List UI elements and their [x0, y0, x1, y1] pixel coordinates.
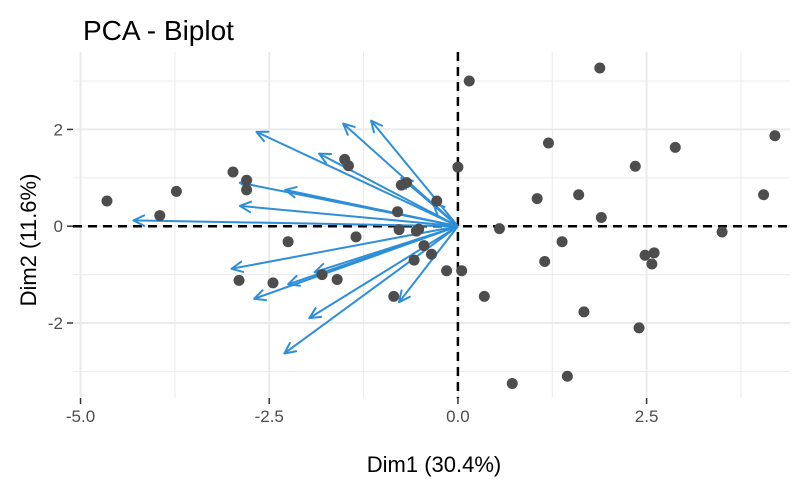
- data-point: [769, 130, 781, 142]
- data-point: [669, 141, 681, 153]
- data-point: [154, 210, 166, 222]
- data-point: [463, 75, 475, 87]
- y-tick-label: 2: [54, 120, 63, 139]
- data-point: [594, 62, 606, 74]
- chart-title: PCA - Biplot: [83, 15, 234, 46]
- data-point: [542, 137, 554, 149]
- data-point: [531, 193, 543, 205]
- variable-arrow: [132, 214, 458, 228]
- variable-arrow: [255, 130, 459, 228]
- variable-arrow: [398, 225, 459, 304]
- data-point: [233, 274, 245, 286]
- data-point: [633, 322, 645, 334]
- y-axis-title: Dim2 (11.6%): [16, 174, 41, 307]
- data-point: [561, 370, 573, 382]
- data-point: [393, 224, 405, 236]
- individual-points: [101, 62, 781, 389]
- data-point: [441, 265, 453, 277]
- data-point: [456, 265, 468, 277]
- data-point: [758, 189, 770, 201]
- x-tick-label: 2.5: [635, 407, 659, 426]
- data-point: [578, 306, 590, 318]
- variable-arrow: [238, 200, 459, 228]
- x-axis-title: Dim1 (30.4%): [367, 452, 501, 477]
- data-point: [418, 240, 430, 252]
- variable-arrow: [283, 225, 459, 355]
- data-point: [431, 195, 443, 207]
- data-point: [716, 226, 728, 238]
- data-point: [556, 236, 568, 248]
- data-point: [646, 258, 658, 270]
- data-point: [170, 185, 182, 197]
- data-point: [426, 248, 437, 260]
- data-point: [506, 377, 518, 389]
- data-point: [392, 206, 404, 218]
- x-tick-label: -2.5: [255, 407, 284, 426]
- data-point: [401, 177, 413, 189]
- y-tick-label: 0: [54, 217, 63, 236]
- tick-labels: -5.0 -2.5 0.0 2.5 -2 0 2: [48, 120, 659, 426]
- data-point: [478, 290, 490, 302]
- data-point: [316, 269, 328, 281]
- data-point: [648, 247, 660, 259]
- data-point: [413, 223, 425, 235]
- x-tick-label: -5.0: [66, 407, 95, 426]
- data-point: [101, 195, 113, 207]
- data-point: [539, 256, 551, 268]
- data-point: [282, 236, 294, 248]
- variable-arrow: [318, 152, 459, 228]
- data-point: [573, 189, 585, 201]
- y-tick-label: -2: [48, 314, 63, 333]
- data-point: [342, 160, 354, 172]
- data-point: [241, 184, 253, 196]
- data-point: [350, 231, 362, 243]
- data-point: [388, 290, 400, 302]
- data-point: [493, 223, 505, 235]
- data-point: [639, 249, 651, 261]
- variable-arrow: [370, 119, 459, 227]
- x-tick-label: 0.0: [446, 407, 470, 426]
- data-point: [408, 254, 420, 266]
- data-point: [595, 211, 607, 223]
- variable-arrow: [308, 225, 459, 320]
- data-point: [629, 160, 641, 172]
- data-point: [241, 174, 253, 186]
- data-point: [331, 273, 343, 285]
- data-point: [227, 166, 239, 178]
- data-point: [452, 161, 464, 173]
- variable-arrows: [132, 119, 459, 355]
- data-point: [267, 277, 279, 289]
